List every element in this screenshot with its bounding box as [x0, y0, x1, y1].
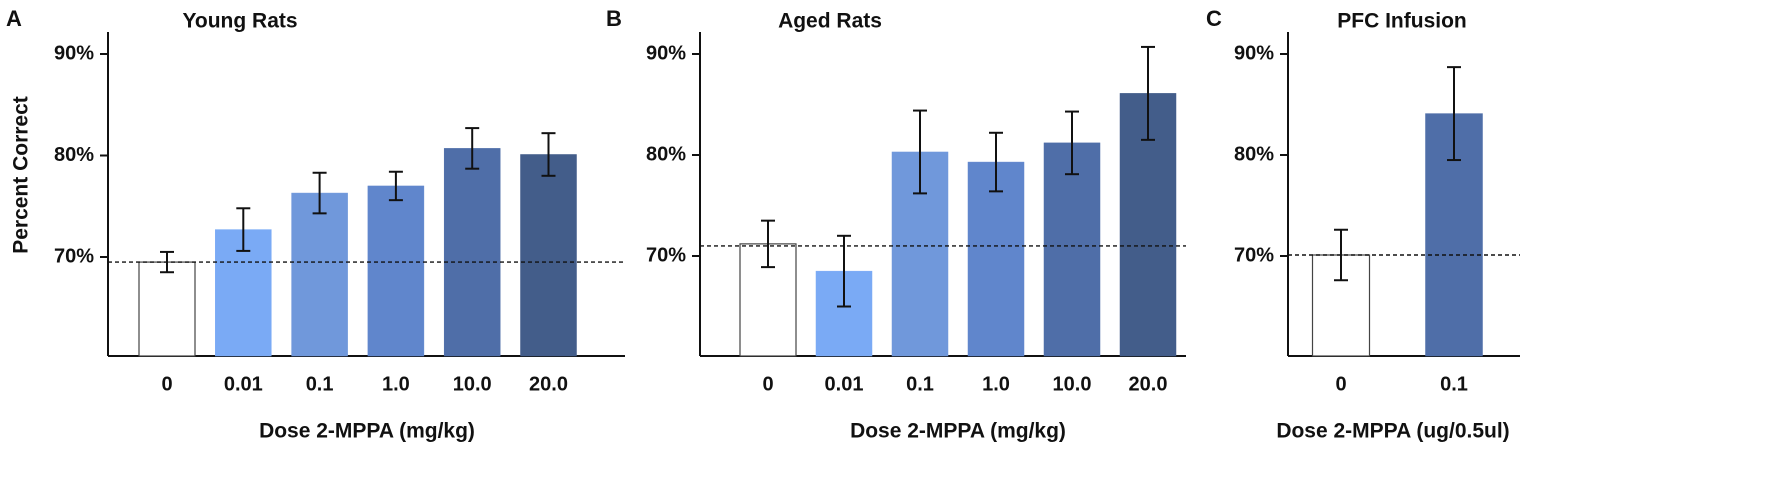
x-tick-label: 1.0 [382, 373, 410, 395]
x-axis-label: Dose 2-MPPA (mg/kg) [259, 420, 475, 443]
error-bar [913, 109, 927, 195]
error-bar [1334, 228, 1348, 282]
x-tick-label: 0.1 [1440, 373, 1468, 395]
bar [739, 243, 797, 357]
error-bar [465, 127, 480, 170]
error-bar [837, 234, 851, 308]
error-bar [236, 207, 251, 252]
x-axis-label: Dose 2-MPPA (ug/0.5ul) [1276, 420, 1509, 443]
error-bar [1065, 110, 1079, 176]
panel-label: A [6, 6, 22, 31]
chart-title: Aged Rats [778, 10, 882, 33]
y-tick-label: 80% [1234, 143, 1274, 165]
y-tick-label: 80% [646, 143, 686, 165]
error-bar [1447, 66, 1461, 162]
x-tick-label: 10.0 [1053, 373, 1092, 395]
error-bar [312, 171, 327, 215]
y-tick-label: 90% [54, 42, 94, 64]
x-tick-label: 20.0 [529, 373, 568, 395]
y-tick-label: 70% [646, 244, 686, 266]
bar [138, 261, 196, 357]
y-tick-label: 80% [54, 144, 94, 166]
x-tick-label: 0.01 [224, 373, 263, 395]
x-tick-label: 1.0 [982, 373, 1010, 395]
error-bar [388, 170, 403, 202]
x-tick-label: 0.1 [906, 373, 934, 395]
y-axis-label: Percent Correct [10, 96, 33, 254]
chart-panel-b: B Aged Rats 70% 80% 90% 0 0.01 0.1 1.0 10.0 20.0 Do… [606, 6, 1186, 443]
error-bar [541, 132, 556, 177]
x-tick-label: 0 [762, 373, 773, 395]
x-tick-label: 0 [1335, 373, 1346, 395]
chart-title: Young Rats [182, 10, 297, 33]
bar [367, 185, 425, 357]
bar [520, 154, 577, 357]
x-tick-label: 0 [161, 373, 172, 395]
error-bar [761, 219, 775, 269]
x-axis-label: Dose 2-MPPA (mg/kg) [850, 420, 1066, 443]
bar [967, 161, 1025, 357]
error-bar [989, 131, 1003, 193]
y-tick-label: 90% [1234, 42, 1274, 64]
x-tick-label: 10.0 [453, 373, 492, 395]
error-bar [160, 250, 174, 274]
panel-label: C [1206, 6, 1222, 31]
x-tick-label: 0.1 [306, 373, 334, 395]
bar [443, 148, 501, 357]
error-bar [1141, 45, 1155, 141]
y-tick-label: 90% [646, 42, 686, 64]
chart-panel-a: A Young Rats 70% 80% 90% 0 0.01 0.1 1.0 10.0 20.0 D… [6, 6, 625, 443]
chart-panel-c: C PFC Infusion 70% 80% 90% 0 0.1 Dose 2-MPPA (u… [1206, 6, 1520, 443]
bar [291, 192, 348, 357]
panel-label: B [606, 6, 622, 31]
x-tick-label: 20.0 [1129, 373, 1168, 395]
bar [1043, 142, 1101, 357]
x-tick-label: 0.01 [825, 373, 864, 395]
y-tick-label: 70% [54, 245, 94, 267]
y-tick-label: 70% [1234, 244, 1274, 266]
chart-title: PFC Infusion [1337, 10, 1467, 33]
